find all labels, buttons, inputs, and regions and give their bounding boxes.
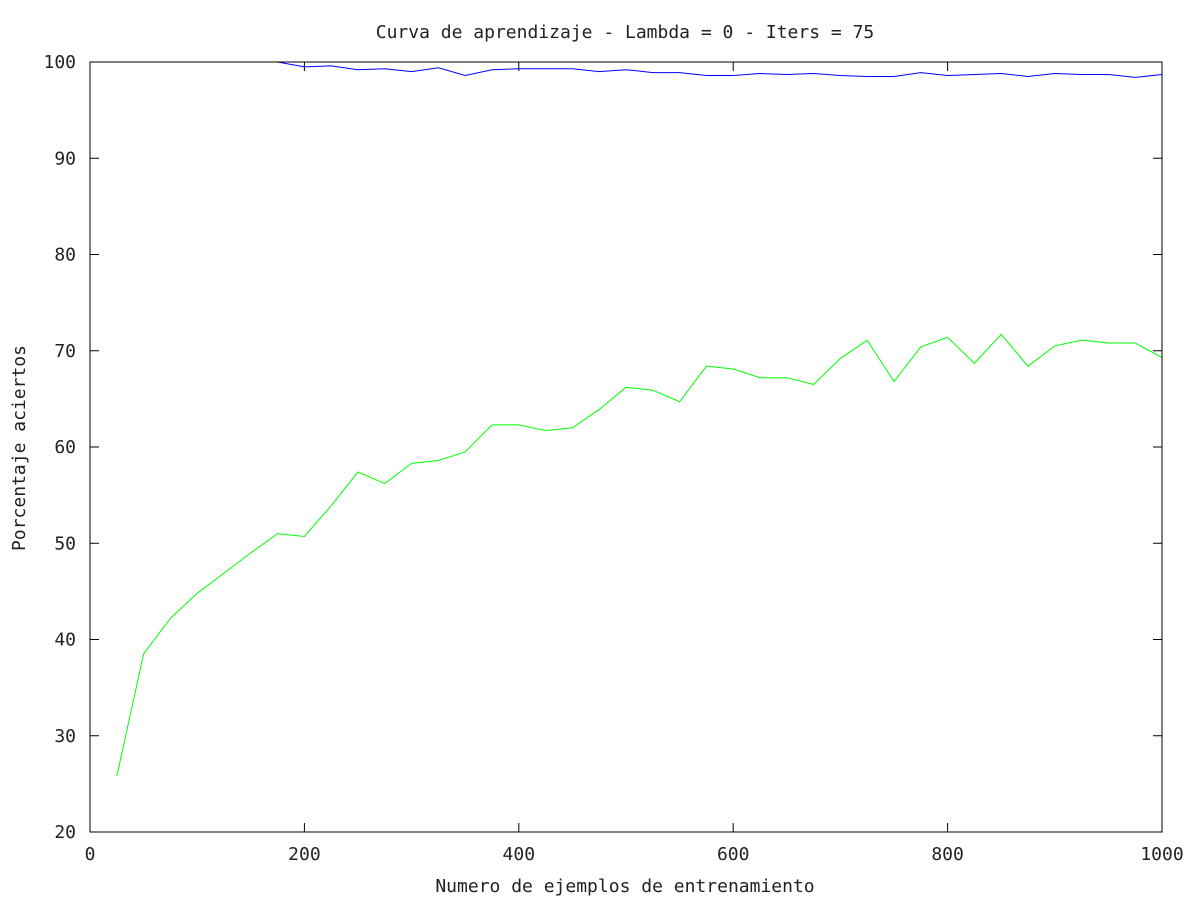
y-tick-label: 70 bbox=[54, 341, 76, 362]
data-series bbox=[116, 61, 1163, 777]
plot-frame bbox=[89, 61, 1163, 833]
y-tick-label: 100 bbox=[43, 52, 76, 73]
series-line-2 bbox=[116, 333, 1163, 777]
x-tick-label: 800 bbox=[931, 844, 964, 865]
x-tick-label: 0 bbox=[85, 844, 96, 865]
y-tick-label: 20 bbox=[54, 822, 76, 843]
y-tick-label: 30 bbox=[54, 726, 76, 747]
x-tick-label: 1000 bbox=[1140, 844, 1183, 865]
y-tick-label: 80 bbox=[54, 245, 76, 266]
x-tick-label: 200 bbox=[288, 844, 321, 865]
x-tick-label: 600 bbox=[717, 844, 750, 865]
x-tick-label: 400 bbox=[503, 844, 536, 865]
y-tick-label: 40 bbox=[54, 630, 76, 651]
x-axis-label: Numero de ejemplos de entrenamiento bbox=[435, 876, 814, 897]
y-tick-label: 60 bbox=[54, 437, 76, 458]
y-axis-label: Porcentaje aciertos bbox=[9, 345, 30, 551]
y-tick-label: 90 bbox=[54, 148, 76, 169]
axis-ticks: 0 200 400 600 800 1000 20 30 40 50 60 70 80 90 100 bbox=[43, 52, 1183, 865]
y-tick-label: 50 bbox=[54, 533, 76, 554]
series-line-1 bbox=[116, 61, 1163, 78]
chart-title: Curva de aprendizaje - Lambda = 0 - Iter… bbox=[376, 22, 875, 43]
